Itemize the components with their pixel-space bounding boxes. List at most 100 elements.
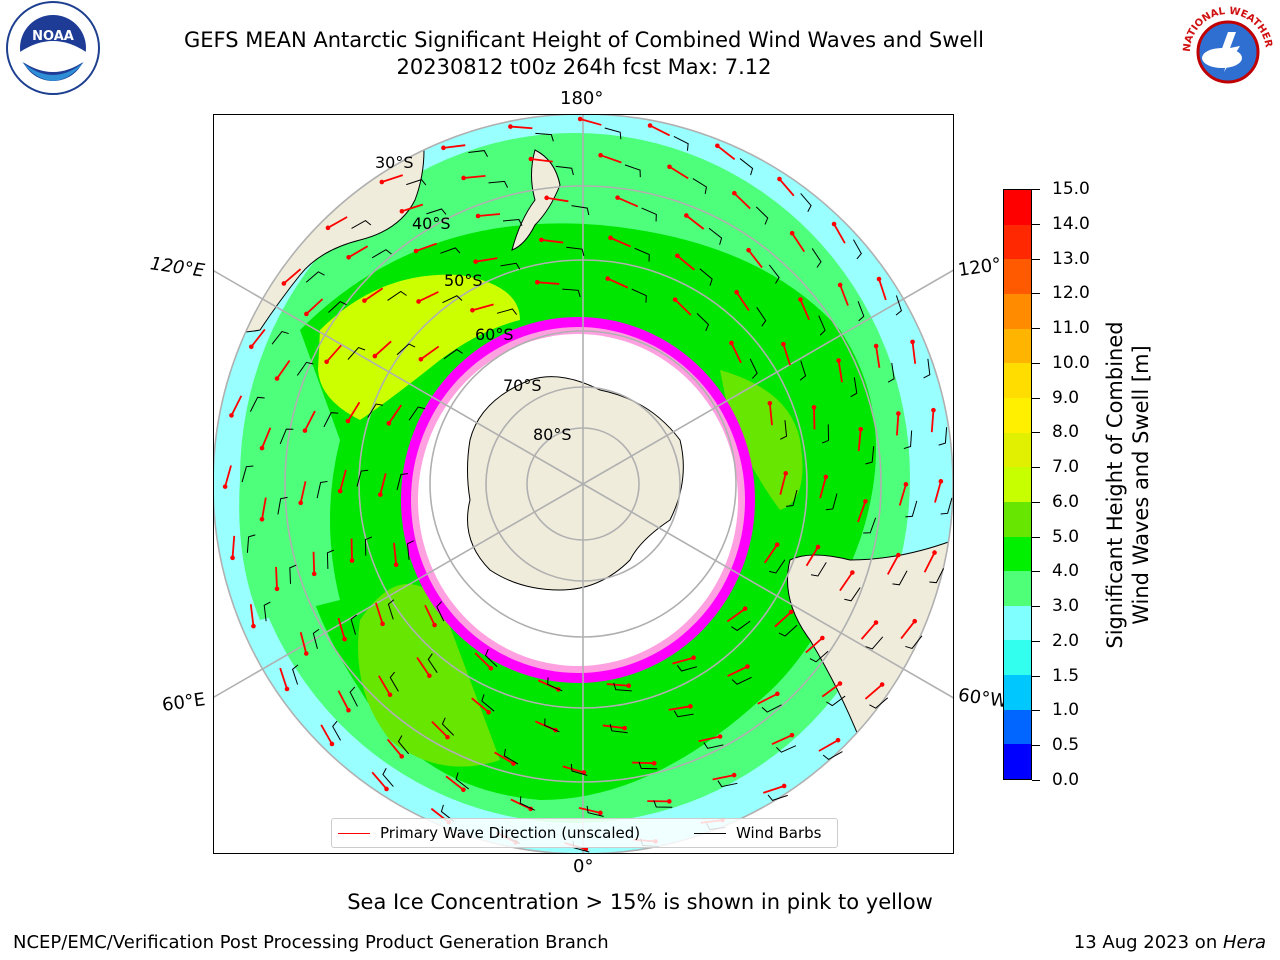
wind-barb [249, 396, 265, 412]
colorbar-tick [1032, 745, 1040, 747]
wind-barb [406, 540, 414, 560]
wave-direction-arrow [805, 637, 823, 654]
colorbar-tick [1032, 675, 1040, 677]
colorbar-tick [1032, 189, 1040, 190]
wave-arrow-head [342, 636, 347, 642]
wind-barb [692, 178, 708, 194]
wind-barb [443, 348, 463, 360]
wave-direction-arrow [610, 237, 632, 248]
wind-barb [279, 428, 294, 445]
chart-subtitle: 20230812 t00z 264h fcst Max: 7.12 [396, 55, 772, 79]
wave-direction-arrow [337, 690, 350, 711]
footer-date-text: 13 Aug 2023 on [1073, 932, 1223, 953]
wave-arrow-head [302, 428, 308, 433]
wave-arrow-head [539, 237, 544, 243]
wind-barb [850, 377, 858, 398]
meridian-line [213, 483, 584, 699]
wave-direction-arrow [327, 216, 348, 229]
colorbar-segment [1004, 571, 1031, 606]
wind-barb [440, 247, 461, 254]
wave-direction-arrow [304, 410, 316, 432]
wave-arrow-head [896, 411, 901, 416]
wind-barb [555, 165, 574, 176]
wave-direction-arrow [424, 604, 436, 626]
wave-direction-arrow [712, 774, 735, 781]
wave-direction-arrow [757, 693, 778, 705]
wave-direction-arrow [672, 656, 694, 665]
wave-direction-arrow [393, 542, 398, 565]
wind-barb [305, 271, 325, 283]
legend-wind-barbs: Wind Barbs [694, 824, 821, 842]
wind-barb [923, 358, 931, 379]
colorbar-segment [1004, 744, 1031, 779]
wave-direction-arrow [771, 734, 793, 745]
wave-direction-arrow [348, 245, 369, 259]
wind-barb [938, 427, 948, 446]
wave-direction-arrow [261, 497, 267, 520]
ocean-east-peak [720, 370, 803, 510]
wave-direction-arrow [632, 761, 655, 765]
wave-arrow-head [823, 474, 829, 480]
wave-arrow-head [281, 281, 287, 286]
colorbar-tick-label: 0.0 [1052, 770, 1080, 790]
colorbar-tick-label: 12.0 [1052, 283, 1090, 304]
wave-arrow-head [387, 692, 393, 698]
wave-direction-arrow [779, 473, 787, 495]
wave-arrow-head [789, 732, 795, 738]
colorbar-tick [1032, 467, 1040, 469]
meridian-line [213, 269, 584, 485]
wave-arrow-head [835, 737, 841, 743]
wave-arrow-head [577, 116, 583, 122]
wave-direction-arrow [791, 232, 805, 253]
wind-barb [708, 227, 723, 245]
wave-direction-arrow [312, 551, 316, 574]
wave-direction-arrow [299, 631, 308, 654]
wind-barb [865, 446, 875, 465]
wave-arrow-head [284, 686, 290, 692]
wave-direction-arrow [685, 214, 705, 230]
wind-barb [865, 636, 884, 650]
wave-direction-arrow [730, 342, 742, 364]
wave-arrow-head [535, 279, 540, 285]
wind-barb [488, 180, 509, 188]
wave-direction-arrow [325, 344, 342, 363]
wind-barb [844, 587, 861, 602]
wave-direction-arrow [279, 667, 288, 690]
wave-direction-arrow [375, 602, 384, 625]
wave-arrow-head [815, 544, 821, 550]
wave-direction-arrow [930, 410, 935, 433]
wave-arrow-head [432, 622, 437, 628]
wind-barb [809, 650, 829, 663]
wave-direction-arrow [230, 395, 243, 416]
wind-barb [800, 193, 812, 212]
wind-barb [821, 424, 830, 444]
wind-barb [624, 164, 641, 178]
wave-direction-arrow [837, 360, 843, 383]
wave-direction-arrow [727, 665, 748, 677]
wave-arrow-head [729, 340, 734, 346]
wind-barb [767, 794, 788, 801]
wind-barb [468, 150, 488, 157]
wave-arrow-head [672, 297, 678, 302]
wave-direction-arrow [320, 724, 333, 745]
wave-arrow-head [349, 558, 355, 563]
wave-direction-arrow [494, 751, 514, 765]
wave-arrow-head [774, 542, 780, 547]
wave-arrow-head [896, 552, 901, 558]
wave-direction-arrow [676, 255, 695, 271]
wind-barb [869, 697, 889, 709]
wind-barb [653, 800, 673, 808]
wave-arrow-head [615, 195, 620, 200]
wave-arrow-head [850, 570, 855, 575]
colorbar-tick-label: 4.0 [1052, 561, 1080, 582]
ocean-peak-band [318, 274, 520, 420]
wind-barb [749, 358, 758, 379]
wave-arrow-head [445, 734, 450, 740]
wave-arrow-head [691, 655, 696, 660]
wave-arrow-head [399, 208, 405, 214]
colorbar-tick [1032, 571, 1040, 573]
wave-direction-arrow [805, 546, 819, 567]
wave-arrow-head [742, 606, 748, 612]
wind-barb [586, 805, 604, 817]
wave-arrow-head [274, 586, 280, 592]
